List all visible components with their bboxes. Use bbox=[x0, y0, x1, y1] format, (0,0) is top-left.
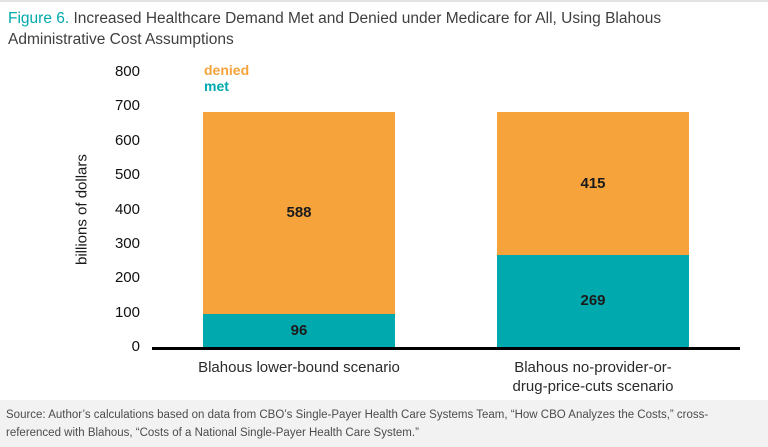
bar: 269 415 bbox=[497, 111, 689, 347]
legend-item-met: met bbox=[204, 78, 229, 94]
x-axis-label: Blahous lower-bound scenario bbox=[198, 359, 400, 376]
y-tick-label: 200 bbox=[114, 269, 140, 287]
plot-area: denied met 96 588 269 415 bbox=[152, 62, 740, 350]
y-tick-label: 500 bbox=[114, 166, 140, 184]
x-axis-label: Blahous no-provider-or- drug-price-cuts … bbox=[512, 359, 674, 395]
bar: 96 588 bbox=[203, 111, 395, 347]
bar-segment-met: 269 bbox=[497, 254, 689, 347]
figure-title: Figure 6. Increased Healthcare Demand Me… bbox=[8, 8, 758, 50]
x-axis-labels: Blahous lower-bound scenario Blahous no-p… bbox=[152, 358, 740, 406]
y-tick-label: 300 bbox=[114, 234, 140, 252]
figure-number: Figure 6. bbox=[8, 10, 70, 27]
y-tick-label: 400 bbox=[114, 200, 140, 218]
figure-title-text: Increased Healthcare Demand Met and Deni… bbox=[8, 10, 662, 48]
legend-item-denied: denied bbox=[204, 62, 250, 78]
y-tick-label: 600 bbox=[114, 131, 140, 149]
bar-segment-denied: 588 bbox=[203, 111, 395, 314]
bar-value-label: 588 bbox=[286, 204, 312, 222]
y-tick-label: 700 bbox=[114, 97, 140, 115]
bar-value-label: 269 bbox=[580, 292, 606, 310]
legend: denied met bbox=[204, 62, 249, 94]
bar-value-label: 96 bbox=[290, 322, 308, 339]
y-tick-label: 800 bbox=[114, 63, 140, 80]
y-axis: 0 100 200 300 400 500 600 700 800 bbox=[84, 63, 140, 355]
bar-segment-denied: 415 bbox=[497, 111, 689, 255]
y-tick-label: 0 bbox=[131, 338, 140, 355]
bar-segment-met: 96 bbox=[203, 314, 395, 347]
source-note: Source: Author’s calculations based on d… bbox=[0, 400, 768, 447]
y-tick-label: 100 bbox=[114, 303, 140, 321]
bar-value-label: 415 bbox=[580, 174, 606, 192]
